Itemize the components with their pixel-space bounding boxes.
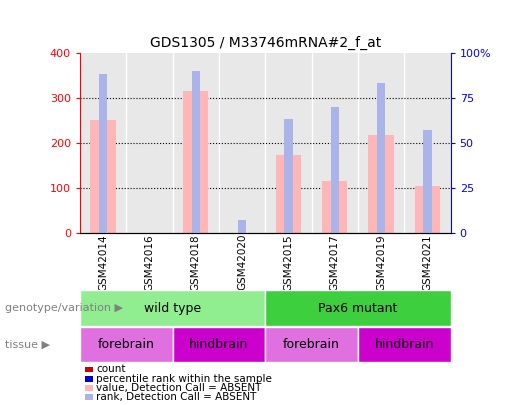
- Bar: [265, 327, 358, 362]
- Text: GSM42019: GSM42019: [376, 234, 386, 290]
- Text: GSM42018: GSM42018: [191, 234, 201, 290]
- Text: wild type: wild type: [144, 302, 201, 315]
- Bar: [423, 130, 432, 233]
- Text: GSM42020: GSM42020: [237, 234, 247, 290]
- Bar: [358, 327, 451, 362]
- Text: count: count: [96, 364, 126, 374]
- Text: hindbrain: hindbrain: [374, 338, 434, 351]
- Text: hindbrain: hindbrain: [189, 338, 249, 351]
- Bar: [90, 120, 116, 233]
- Text: percentile rank within the sample: percentile rank within the sample: [96, 374, 272, 384]
- Text: tissue ▶: tissue ▶: [5, 340, 50, 350]
- Bar: [99, 74, 107, 233]
- Bar: [183, 91, 209, 233]
- Text: GSM42021: GSM42021: [422, 234, 433, 290]
- Text: forebrain: forebrain: [98, 338, 154, 351]
- Text: GSM42014: GSM42014: [98, 234, 108, 290]
- Text: Pax6 mutant: Pax6 mutant: [318, 302, 398, 315]
- Text: value, Detection Call = ABSENT: value, Detection Call = ABSENT: [96, 383, 262, 393]
- Bar: [80, 327, 173, 362]
- Text: genotype/variation ▶: genotype/variation ▶: [5, 303, 123, 313]
- Bar: [276, 156, 301, 233]
- Bar: [415, 186, 440, 233]
- Bar: [377, 83, 385, 233]
- Bar: [322, 181, 348, 233]
- Bar: [265, 290, 451, 326]
- Bar: [80, 290, 265, 326]
- Bar: [173, 327, 265, 362]
- Bar: [238, 220, 246, 233]
- Bar: [284, 119, 293, 233]
- Bar: [331, 107, 339, 233]
- Bar: [368, 135, 394, 233]
- Text: GSM42016: GSM42016: [144, 234, 154, 290]
- Text: forebrain: forebrain: [283, 338, 340, 351]
- Title: GDS1305 / M33746mRNA#2_f_at: GDS1305 / M33746mRNA#2_f_at: [149, 36, 381, 50]
- Text: rank, Detection Call = ABSENT: rank, Detection Call = ABSENT: [96, 392, 256, 402]
- Bar: [192, 70, 200, 233]
- Text: GSM42017: GSM42017: [330, 234, 340, 290]
- Text: GSM42015: GSM42015: [283, 234, 294, 290]
